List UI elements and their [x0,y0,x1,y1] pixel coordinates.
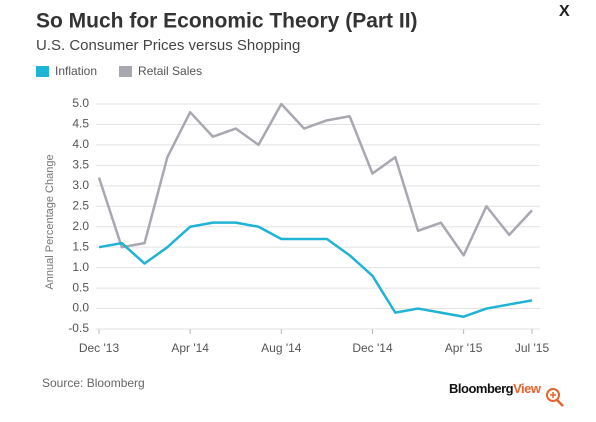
y-tick-label: 0.0 [72,301,89,315]
y-tick-label: 4.0 [72,137,89,151]
logo-name: Bloomberg [449,381,514,396]
y-tick-label: 0.5 [72,280,89,294]
x-tick-label: Dec '14 [352,341,393,355]
legend-label: Inflation [55,64,97,78]
y-tick-label: 4.5 [72,117,89,131]
legend-label: Retail Sales [138,64,202,78]
y-tick-label: 1.5 [72,239,89,253]
x-tick-label: Dec '13 [79,341,120,355]
close-button[interactable]: X [559,3,570,20]
logo: BloombergView [449,381,542,396]
y-tick-label: 2.5 [72,198,89,212]
y-axis-label: Annual Percentage Change [44,154,56,289]
chart-subtitle: U.S. Consumer Prices versus Shopping [36,37,300,54]
y-tick-label: 3.5 [72,158,89,172]
series-line [97,102,533,257]
x-tick-label: Apr '14 [171,341,209,355]
source: Source: Bloomberg [42,376,145,390]
y-tick-label: 3.0 [72,178,89,192]
y-tick-label: 1.0 [72,260,89,274]
series-line [98,221,533,318]
y-tick-label: 2.0 [72,219,89,233]
x-tick-label: Aug '14 [261,341,302,355]
logo-icon [546,388,564,407]
y-tick-label: -0.5 [68,321,89,335]
y-tick-label: 5.0 [72,96,89,110]
legend-swatch [36,66,49,77]
x-tick-label: Apr '15 [445,341,483,355]
legend-swatch [119,66,133,77]
logo-suffix: View [513,381,542,396]
chart-title: So Much for Economic Theory (Part II) [36,10,418,33]
x-tick-label: Jul '15 [515,341,550,355]
